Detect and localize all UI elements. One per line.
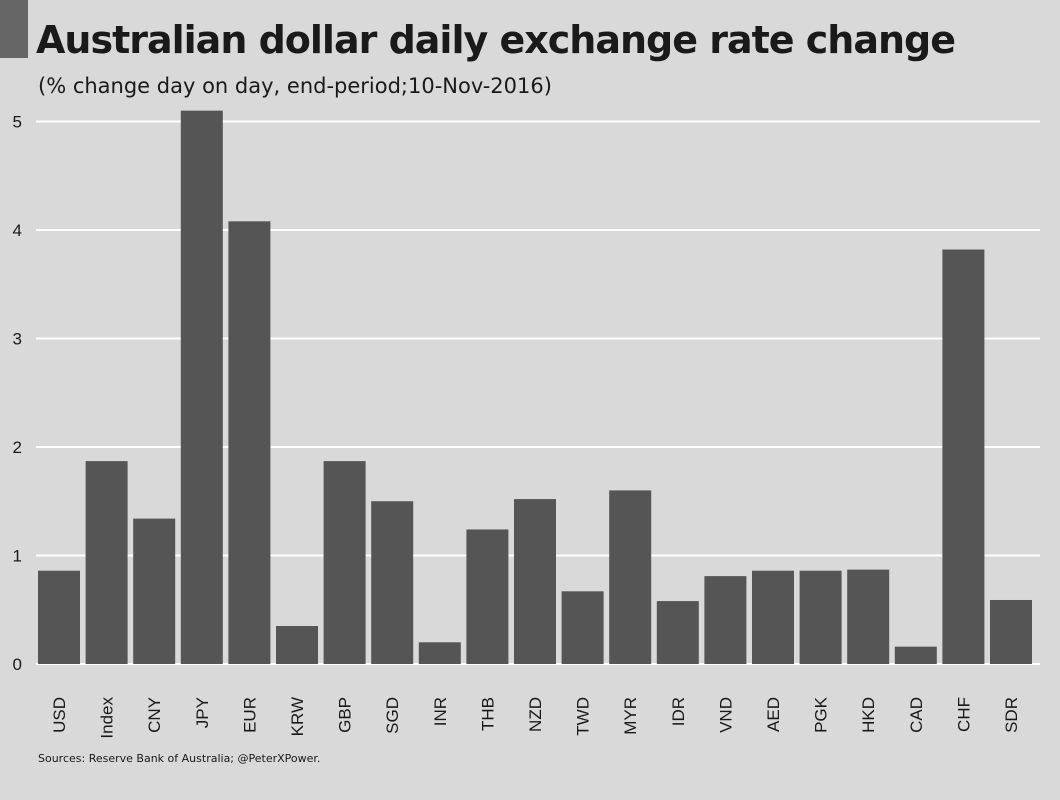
bar-idr	[656, 601, 699, 664]
bar-sgd	[371, 501, 414, 664]
x-tick-label-twd: TWD	[574, 697, 593, 736]
bar-twd	[561, 591, 604, 664]
x-tick-label-cad: CAD	[907, 697, 926, 733]
x-tick-label-sdr: SDR	[1002, 697, 1021, 733]
x-tick-label-idr: IDR	[669, 697, 688, 726]
bar-index	[85, 461, 128, 664]
y-tick-label: 5	[13, 113, 22, 132]
y-tick-label: 2	[13, 438, 22, 457]
y-tick-label: 4	[13, 221, 22, 240]
x-tick-label-jpy: JPY	[193, 697, 212, 728]
x-tick-label-aed: AED	[764, 697, 783, 732]
y-tick-label: 1	[13, 547, 22, 566]
bar-eur	[228, 221, 271, 664]
bar-chf	[942, 249, 985, 664]
x-tick-label-nzd: NZD	[526, 697, 545, 732]
x-tick-label-krw: KRW	[288, 697, 307, 736]
bar-thb	[466, 529, 509, 664]
bar-inr	[418, 642, 461, 664]
corner-tab	[0, 0, 28, 58]
bar-hkd	[847, 569, 890, 664]
bar-cad	[894, 646, 937, 664]
x-tick-label-thb: THB	[478, 697, 497, 731]
y-axis: 0 1 2 3 4 5	[13, 113, 22, 675]
bar-nzd	[514, 499, 556, 664]
x-tick-label-cny: CNY	[145, 697, 164, 733]
x-tick-label-gbp: GBP	[336, 697, 355, 733]
x-tick-label-hkd: HKD	[859, 697, 878, 733]
chart-subtitle: (% change day on day, end-period;10-Nov-…	[38, 74, 552, 98]
bar-myr	[609, 490, 652, 664]
x-axis: USD Index CNY JPY EUR KRW GBP SGD INR THB NZD TWD MY…	[50, 696, 1021, 738]
x-tick-label-sgd: SGD	[383, 697, 402, 734]
y-tick-label: 3	[13, 330, 22, 349]
bar-aed	[752, 570, 794, 664]
bar-layer	[38, 110, 1032, 664]
chart-title: Australian dollar daily exchange rate ch…	[36, 18, 956, 62]
y-tick-label: 0	[13, 655, 22, 674]
bar-vnd	[704, 576, 747, 664]
x-tick-label-chf: CHF	[954, 697, 973, 732]
bar-usd	[38, 570, 80, 664]
x-tick-label-myr: MYR	[621, 697, 640, 735]
x-tick-label-inr: INR	[431, 697, 450, 726]
bar-sdr	[990, 599, 1032, 664]
bar-jpy	[180, 110, 223, 664]
x-tick-label-usd: USD	[50, 697, 69, 733]
x-tick-label-eur: EUR	[240, 697, 259, 733]
source-note: Sources: Reserve Bank of Australia; @Pet…	[38, 752, 321, 765]
bar-cny	[133, 518, 176, 664]
bar-gbp	[323, 461, 366, 664]
bar-pgk	[799, 570, 842, 664]
x-tick-label-pgk: PGK	[812, 696, 831, 733]
bar-krw	[276, 626, 318, 664]
x-tick-label-index: Index	[98, 697, 117, 739]
x-tick-label-vnd: VND	[716, 697, 735, 733]
